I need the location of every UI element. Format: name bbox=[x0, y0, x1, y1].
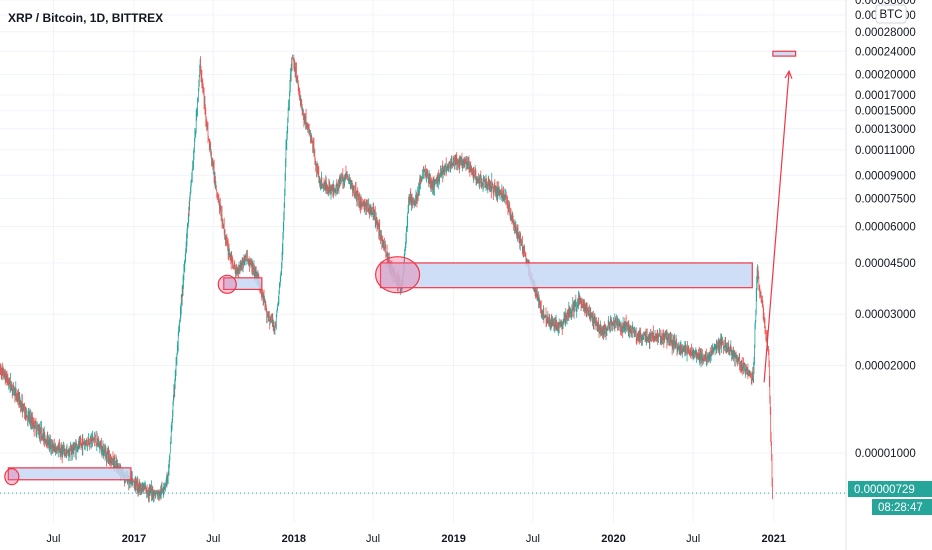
current-price-labels: 0.00000729 08:28:47 bbox=[848, 481, 932, 515]
y-tick-label: 0.00002000 bbox=[855, 360, 916, 372]
x-tick-label: 2021 bbox=[762, 533, 786, 545]
countdown-label: 08:28:47 bbox=[878, 502, 923, 514]
y-tick-label: 0.00007500 bbox=[855, 193, 916, 205]
y-tick-label: 0.00004500 bbox=[855, 258, 916, 270]
currency-button[interactable]: BTC bbox=[875, 4, 907, 24]
arrow-head bbox=[784, 69, 793, 79]
y-tick-label: 0.00011000 bbox=[855, 145, 915, 157]
y-tick-label: 0.00020000 bbox=[855, 69, 916, 81]
x-tick-label: 2017 bbox=[122, 533, 146, 545]
y-tick-label: 0.00006000 bbox=[855, 222, 916, 234]
grid-lines bbox=[0, 0, 847, 550]
countdown-badge bbox=[872, 499, 932, 515]
time-axis[interactable]: Jul 2017 Jul 2018 Jul 2019 Jul 2020 Jul 2021 bbox=[46, 533, 786, 545]
annotation-arrow bbox=[763, 71, 790, 383]
x-tick-label: 2020 bbox=[601, 533, 625, 545]
annotation-circle bbox=[217, 274, 237, 294]
y-tick-label: 0.00024000 bbox=[855, 46, 916, 58]
chart-title: XRP / Bitcoin, 1D, BITTREX bbox=[8, 11, 163, 25]
annotations bbox=[0, 50, 846, 494]
y-tick-label: 0.00028000 bbox=[855, 27, 916, 39]
y-tick-label: 0.00013000 bbox=[855, 124, 916, 136]
annotation-zone bbox=[7, 467, 132, 481]
current-price-badge bbox=[848, 481, 932, 497]
annotation-circle bbox=[375, 256, 421, 294]
y-tick-label: 0.00003000 bbox=[855, 309, 916, 321]
x-tick-label: Jul bbox=[526, 533, 540, 545]
x-tick-label: Jul bbox=[46, 533, 60, 545]
y-tick-label: 0.00001000 bbox=[855, 448, 916, 460]
x-tick-label: Jul bbox=[686, 533, 700, 545]
y-tick-label: 0.00036000 bbox=[855, 0, 916, 7]
x-tick-label: 2018 bbox=[282, 533, 306, 545]
y-tick-label: 0.00015000 bbox=[855, 106, 916, 118]
annotation-zone bbox=[772, 50, 797, 57]
x-tick-label: Jul bbox=[366, 533, 380, 545]
annotation-zone bbox=[379, 262, 753, 289]
annotation-zone bbox=[223, 277, 263, 291]
current-price-label: 0.00000729 bbox=[854, 484, 915, 496]
annotation-circle bbox=[4, 468, 20, 486]
x-tick-label: Jul bbox=[206, 533, 220, 545]
currency-button-label: BTC bbox=[880, 9, 903, 21]
price-axis[interactable]: 0.000360000.000320000.000280000.00024000… bbox=[855, 0, 916, 500]
y-tick-label: 0.00009000 bbox=[855, 170, 916, 182]
y-tick-label: 0.00017000 bbox=[855, 90, 916, 102]
x-tick-label: 2019 bbox=[441, 533, 465, 545]
